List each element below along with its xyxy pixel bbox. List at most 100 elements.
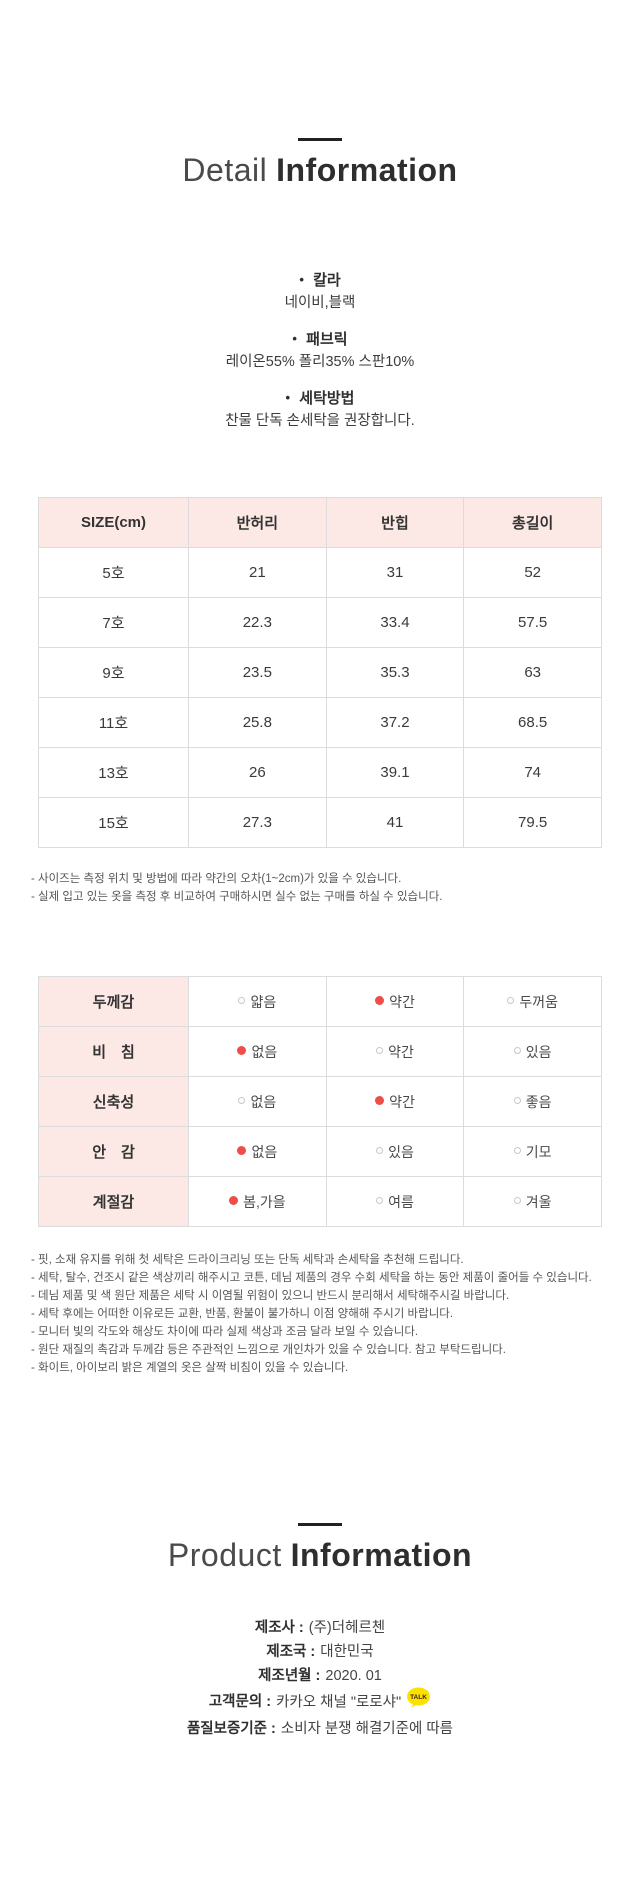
product-info-value: (주)더헤르첸 (308, 1620, 386, 1636)
care-note-line: - 세탁 후에는 어떠한 이유로든 교환, 반품, 환불이 불가하니 이점 양해… (31, 1308, 454, 1320)
product-info-row: 제조국 :대한민국TALK (0, 1640, 640, 1664)
size-cell-total-length: 74 (463, 747, 602, 798)
feature-option-cell: 있음 (463, 1026, 602, 1077)
size-column-header: 반힙 (325, 497, 465, 548)
header-divider (298, 1523, 342, 1526)
size-note-line: - 실제 입고 있는 옷을 측정 후 비교하여 구매하시면 실수 없는 구매를 … (31, 891, 443, 903)
size-cell-half-waist: 22.3 (188, 597, 327, 648)
size-cell-half-hip: 35.3 (325, 647, 465, 698)
size-table: SIZE(cm) 반허리 반힙 총길이 5호 21 31 52 (38, 497, 602, 848)
radio-dot-icon (513, 1147, 521, 1154)
size-cell-half-hip: 37.2 (325, 697, 465, 748)
spec-title: • 세탁방법 (0, 389, 640, 409)
radio-dot-icon (513, 1047, 521, 1054)
size-cell-total-length: 57.5 (463, 597, 602, 648)
care-note-line: - 세탁, 탈수, 건조시 같은 색상끼리 해주시고 코튼, 데님 제품의 경우… (31, 1272, 592, 1284)
product-info-value: 카카오 채널 "로로샤" (276, 1694, 402, 1711)
feature-label: 안 감 (38, 1126, 189, 1177)
product-info-label: 품질보증기준 : (186, 1721, 276, 1737)
product-info-label: 고객문의 : (208, 1694, 272, 1711)
size-cell-size: 15호 (38, 797, 189, 848)
size-column-header: 총길이 (463, 497, 602, 548)
size-table-row: 11호 25.8 37.2 68.5 (38, 697, 602, 748)
radio-dot-icon (237, 1146, 247, 1155)
size-column-header: SIZE(cm) (38, 497, 189, 548)
radio-dot-icon (376, 1197, 384, 1204)
feature-option-cell: 두꺼움 (463, 976, 602, 1027)
spec-value: 찬물 단독 손세탁을 권장합니다. (225, 413, 415, 429)
feature-option-cell: 얇음 (188, 976, 327, 1027)
radio-dot-icon (238, 997, 246, 1004)
radio-dot-icon (238, 1097, 246, 1104)
detail-header-bold-text: Information (276, 152, 458, 188)
size-note-line: - 사이즈는 측정 위치 및 방법에 따라 약간의 오차(1~2cm)가 있을 … (31, 873, 402, 885)
bullet-icon: • (285, 390, 291, 405)
product-header-title: Product Information (0, 1536, 640, 1574)
size-cell-half-waist: 25.8 (188, 697, 327, 748)
feature-label: 계절감 (38, 1176, 189, 1227)
product-header: Product Information (0, 1523, 640, 1574)
size-table-header-row: SIZE(cm) 반허리 반힙 총길이 (38, 497, 602, 548)
feature-row: 비 침 없음 약간 있음 (38, 1026, 602, 1077)
feature-option-cell: 없음 (188, 1026, 327, 1077)
spec-item: • 세탁방법 찬물 단독 손세탁을 권장합니다. (0, 389, 640, 431)
feature-table: 두께감 얇음 약간 두꺼움 비 침 없음 (38, 976, 602, 1227)
size-cell-half-hip: 41 (325, 797, 465, 848)
size-cell-size: 7호 (38, 597, 189, 648)
product-info-value: 2020. 01 (325, 1668, 382, 1684)
feature-table-body: 두께감 얇음 약간 두꺼움 비 침 없음 (38, 976, 602, 1227)
feature-option-cell: 좋음 (463, 1076, 602, 1127)
spec-item: • 패브릭 레이온55% 폴리35% 스판10% (0, 330, 640, 372)
feature-row: 안 감 없음 있음 기모 (38, 1126, 602, 1177)
feature-option-cell: 봄,가을 (188, 1176, 327, 1227)
radio-dot-icon (375, 996, 385, 1005)
product-info-label: 제조국 : (266, 1644, 316, 1660)
care-notes: - 핏, 소재 유지를 위해 첫 세탁은 드라이크리닝 또는 단독 세탁과 손세… (31, 1251, 609, 1377)
care-note-line: - 데님 제품 및 색 원단 제품은 세탁 시 이염될 위험이 있으니 반드시 … (31, 1290, 510, 1302)
radio-dot-icon (237, 1046, 247, 1055)
product-info-row: 고객문의 : 카카오 채널 "로로샤" TALK (0, 1687, 640, 1717)
detail-header-title: Detail Information (0, 151, 640, 189)
size-cell-total-length: 79.5 (463, 797, 602, 848)
feature-option-label: 있음 (525, 1043, 552, 1060)
feature-label: 두께감 (38, 976, 189, 1027)
size-cell-total-length: 52 (463, 547, 602, 598)
size-cell-size: 9호 (38, 647, 189, 698)
size-notes: - 사이즈는 측정 위치 및 방법에 따라 약간의 오차(1~2cm)가 있을 … (31, 870, 609, 906)
feature-option-label: 얇음 (250, 993, 277, 1010)
feature-row: 두께감 얇음 약간 두꺼움 (38, 976, 602, 1027)
spec-value: 네이비,블랙 (284, 295, 356, 311)
feature-row: 신축성 없음 약간 좋음 (38, 1076, 602, 1127)
spec-label: 세탁방법 (299, 390, 355, 407)
size-table-row: 15호 27.3 41 79.5 (38, 797, 602, 848)
feature-option-cell: 겨울 (463, 1176, 602, 1227)
radio-dot-icon (229, 1196, 239, 1205)
feature-option-cell: 약간 (325, 976, 465, 1027)
product-info-value: 대한민국 (320, 1644, 374, 1660)
radio-dot-icon (375, 1096, 385, 1105)
spec-list: • 칼라 네이비,블랙 • 패브릭 레이온55% 폴리35% 스판10% • 세… (0, 271, 640, 431)
size-table-row: 7호 22.3 33.4 57.5 (38, 597, 602, 648)
feature-option-label: 겨울 (525, 1193, 552, 1210)
feature-option-label: 없음 (250, 1093, 277, 1110)
size-cell-size: 5호 (38, 547, 189, 598)
svg-text:TALK: TALK (410, 1694, 427, 1701)
size-column-header: 반허리 (188, 497, 327, 548)
product-info-label: 제조사 : (254, 1620, 304, 1636)
size-cell-half-waist: 26 (188, 747, 327, 798)
bullet-icon: • (292, 331, 297, 346)
product-info-row: 제조사 :(주)더헤르첸TALK (0, 1616, 640, 1640)
detail-header-light-text: Detail (182, 152, 268, 188)
spec-title: • 칼라 (0, 271, 640, 291)
bullet-icon: • (299, 272, 304, 287)
feature-option-label: 봄,가을 (243, 1193, 286, 1210)
feature-option-cell: 없음 (188, 1076, 327, 1127)
feature-option-cell: 약간 (325, 1076, 465, 1127)
spec-item: • 칼라 네이비,블랙 (0, 271, 640, 313)
feature-label: 신축성 (38, 1076, 189, 1127)
feature-option-cell: 없음 (188, 1126, 327, 1177)
spec-value: 레이온55% 폴리35% 스판10% (225, 354, 415, 370)
size-cell-half-hip: 39.1 (325, 747, 465, 798)
product-header-bold-text: Information (290, 1537, 473, 1573)
product-info-list: 제조사 :(주)더헤르첸TALK 제조국 :대한민국TALK 제조년월 :202… (0, 1616, 640, 1741)
